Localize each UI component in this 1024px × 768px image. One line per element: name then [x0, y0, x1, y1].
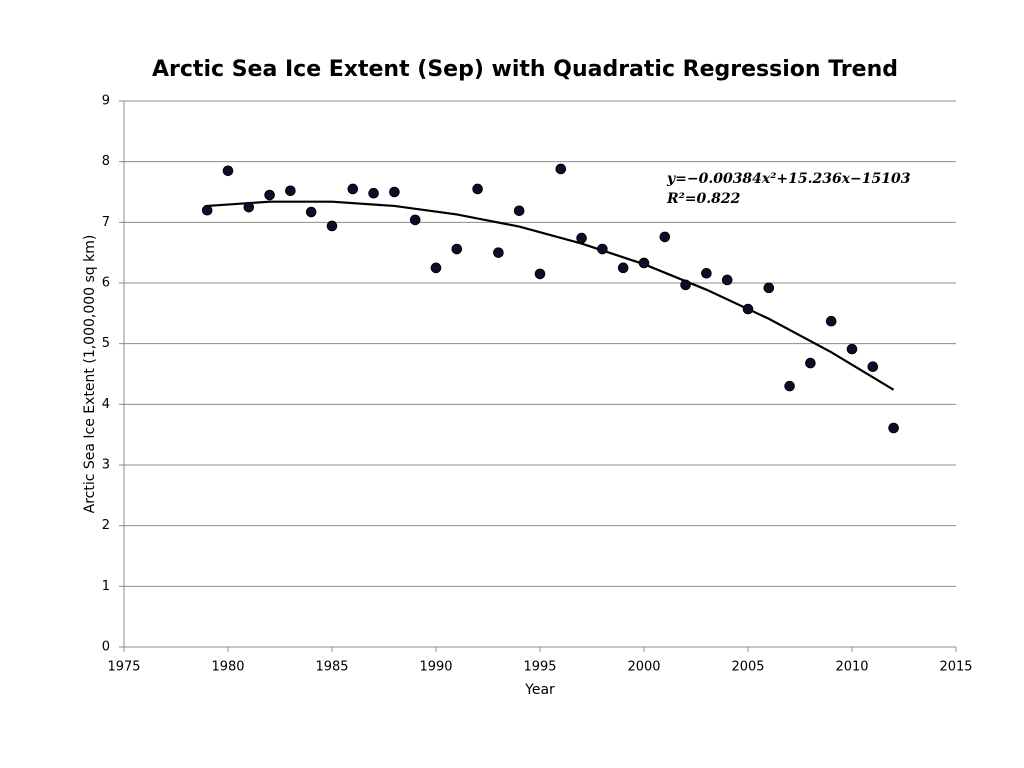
y-tick-label: 3 — [102, 458, 110, 473]
data-point — [742, 303, 754, 315]
data-point — [805, 357, 816, 369]
y-tick-label: 2 — [102, 518, 110, 533]
x-tick-label: 1990 — [419, 660, 452, 675]
data-point — [576, 232, 587, 244]
r-squared: R²=0.822 — [666, 191, 741, 207]
y-tick-label: 1 — [102, 579, 110, 594]
x-tick-label: 1980 — [211, 660, 244, 675]
data-point — [222, 165, 234, 177]
x-axis-label: Year — [524, 682, 555, 698]
data-point — [347, 183, 359, 195]
data-point — [534, 268, 546, 280]
y-tick-label: 6 — [102, 276, 110, 291]
data-point — [451, 243, 463, 255]
data-point — [617, 262, 629, 274]
x-tick-label: 2005 — [731, 660, 764, 675]
chart-title: Arctic Sea Ice Extent (Sep) with Quadrat… — [152, 57, 898, 82]
data-point — [701, 267, 712, 279]
y-tick-label: 4 — [102, 397, 110, 412]
data-point — [846, 343, 858, 355]
data-point — [784, 380, 795, 392]
x-tick-label: 2000 — [627, 660, 660, 675]
y-tick-label: 9 — [102, 94, 110, 109]
data-point — [326, 220, 338, 232]
data-point — [763, 282, 775, 294]
data-point — [389, 186, 400, 198]
data-point — [264, 189, 275, 201]
data-point — [825, 315, 837, 327]
data-point — [368, 187, 379, 199]
y-tick-label: 0 — [102, 640, 110, 655]
y-tick-label: 5 — [102, 336, 110, 351]
x-tick-label: 2010 — [835, 660, 868, 675]
data-point — [472, 183, 483, 195]
data-point — [409, 214, 421, 226]
x-tick-label: 1995 — [523, 660, 556, 675]
y-tick-label: 7 — [102, 215, 110, 230]
trend-line — [207, 200, 895, 391]
data-point — [493, 247, 504, 258]
data-point — [305, 206, 317, 218]
data-point — [243, 201, 255, 213]
data-point — [867, 361, 879, 373]
data-point — [201, 204, 213, 216]
data-point — [513, 205, 525, 217]
y-axis-label: Arctic Sea Ice Extent (1,000,000 sq km) — [82, 235, 98, 514]
data-point — [285, 185, 296, 197]
y-tick-label: 8 — [102, 154, 110, 169]
data-point — [680, 279, 691, 291]
data-point — [430, 262, 442, 274]
x-tick-label: 2015 — [939, 660, 972, 675]
data-point — [597, 243, 608, 255]
x-tick-label: 1985 — [315, 660, 348, 675]
data-point — [638, 257, 650, 269]
data-point — [721, 274, 733, 286]
data-point — [659, 231, 671, 243]
x-tick-label: 1975 — [107, 660, 140, 675]
data-point — [888, 422, 899, 434]
data-point — [555, 163, 567, 175]
trend-equation: y=−0.00384x²+15.236x−15103 — [666, 171, 911, 187]
